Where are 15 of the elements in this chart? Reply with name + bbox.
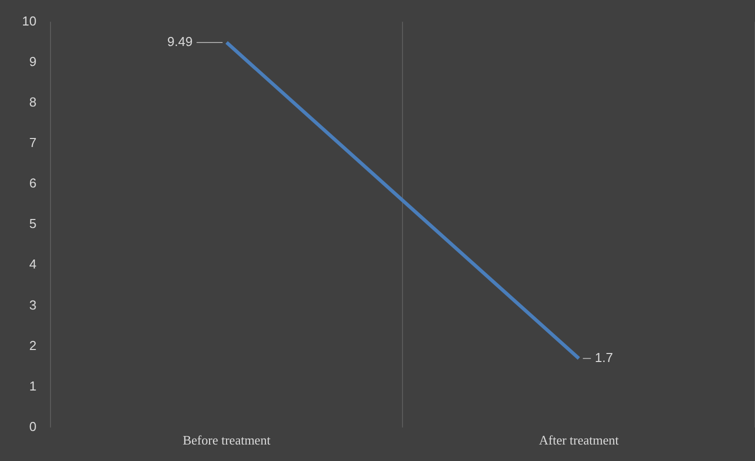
data-label: 1.7	[594, 350, 613, 366]
data-label: 9.49	[167, 34, 193, 50]
y-tick-label: 2	[29, 338, 36, 353]
y-tick-label: 7	[29, 135, 36, 150]
x-tick-label: Before treatment	[182, 432, 271, 448]
y-tick-label: 5	[29, 216, 36, 232]
x-tick-label: After treatment	[538, 432, 620, 448]
y-tick-label: 9	[29, 54, 36, 69]
y-tick-label: 0	[29, 418, 36, 434]
y-tick-label: 3	[29, 297, 36, 312]
y-tick-label: 4	[29, 256, 36, 272]
y-tick-label: 10	[22, 13, 36, 28]
y-tick-label: 8	[29, 94, 36, 110]
y-tick-label: 1	[29, 378, 36, 394]
y-tick-label: 6	[29, 176, 36, 191]
